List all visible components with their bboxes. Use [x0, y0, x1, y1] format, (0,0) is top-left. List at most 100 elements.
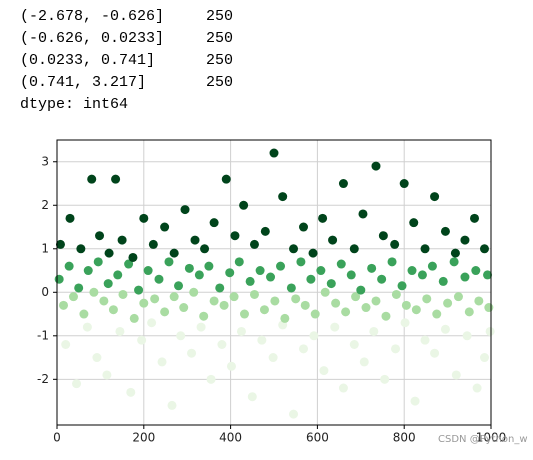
point: [464, 307, 474, 317]
point: [126, 387, 136, 397]
y-tick-label: -2: [37, 372, 49, 386]
point: [79, 309, 89, 319]
point: [306, 274, 316, 284]
point: [432, 309, 442, 319]
point: [330, 322, 340, 332]
point: [460, 272, 470, 282]
point: [234, 257, 244, 267]
count: 250: [206, 74, 233, 91]
point: [239, 309, 249, 319]
point: [371, 296, 381, 306]
point: [359, 357, 369, 367]
point: [479, 244, 489, 254]
point: [92, 353, 102, 363]
point: [289, 244, 299, 254]
point: [176, 331, 186, 341]
y-tick-label: 0: [41, 285, 49, 299]
watermark: CSDN @Python_w: [438, 434, 528, 445]
point: [369, 326, 379, 336]
point: [420, 335, 430, 345]
point: [215, 283, 225, 293]
point: [440, 324, 450, 334]
point: [147, 318, 157, 328]
point: [276, 261, 286, 271]
point: [367, 263, 377, 273]
point: [387, 257, 397, 267]
point: [260, 226, 270, 236]
point: [341, 307, 351, 317]
point: [230, 231, 240, 241]
point: [268, 353, 278, 363]
point: [427, 261, 437, 271]
point: [139, 213, 149, 223]
point: [103, 279, 113, 289]
point: [124, 259, 134, 269]
point: [296, 257, 306, 267]
point: [174, 281, 184, 291]
point: [190, 235, 200, 245]
point: [217, 340, 227, 350]
point: [206, 374, 216, 384]
point: [169, 292, 179, 302]
point: [219, 300, 229, 310]
y-tick-label: 2: [41, 198, 49, 212]
point: [316, 266, 326, 276]
chart: -2 -1 0 1 2 3 0 200 400 600 800 1000: [37, 139, 507, 445]
point: [249, 239, 259, 249]
point: [72, 379, 82, 389]
point: [115, 326, 125, 336]
point: [128, 252, 138, 262]
point: [299, 222, 309, 232]
point: [229, 292, 239, 302]
point: [87, 174, 97, 184]
point: [479, 353, 489, 363]
point: [139, 298, 149, 308]
point: [346, 270, 356, 280]
point: [102, 370, 112, 380]
point: [270, 296, 280, 306]
point: [474, 296, 484, 306]
x-tick-label: 1000: [476, 431, 507, 445]
point: [113, 270, 123, 280]
point: [236, 326, 246, 336]
point: [336, 259, 346, 269]
point: [137, 335, 147, 345]
point: [164, 257, 174, 267]
point: [143, 266, 153, 276]
point: [209, 296, 219, 306]
point: [440, 226, 450, 236]
point: [247, 392, 257, 402]
point: [483, 270, 493, 280]
point: [299, 344, 309, 354]
point: [397, 281, 407, 291]
point: [286, 283, 296, 293]
point: [449, 257, 459, 267]
point: [319, 366, 329, 376]
point: [249, 289, 259, 299]
point: [118, 289, 128, 299]
point: [167, 400, 177, 410]
output-text: (-2.678, -0.626] 250 (-0.626, 0.0233] 250 (0…: [20, 8, 233, 113]
point: [399, 179, 409, 189]
interval: (0.741, 3.217]: [20, 74, 146, 91]
dtype: dtype: int64: [20, 96, 128, 113]
point: [328, 235, 338, 245]
point: [380, 374, 390, 384]
point: [245, 276, 255, 286]
y-tick-label: -1: [37, 328, 49, 342]
point: [134, 285, 144, 295]
point: [108, 305, 118, 315]
point: [407, 266, 417, 276]
point: [61, 340, 71, 350]
point: [485, 326, 495, 336]
point: [472, 383, 482, 393]
point: [400, 318, 410, 328]
x-tick-label: 400: [219, 431, 242, 445]
point: [326, 279, 336, 289]
point: [310, 309, 320, 319]
point: [300, 300, 310, 310]
point: [221, 174, 231, 184]
interval: (-0.626, 0.0233]: [20, 30, 164, 47]
point: [89, 287, 99, 297]
point: [196, 322, 206, 332]
